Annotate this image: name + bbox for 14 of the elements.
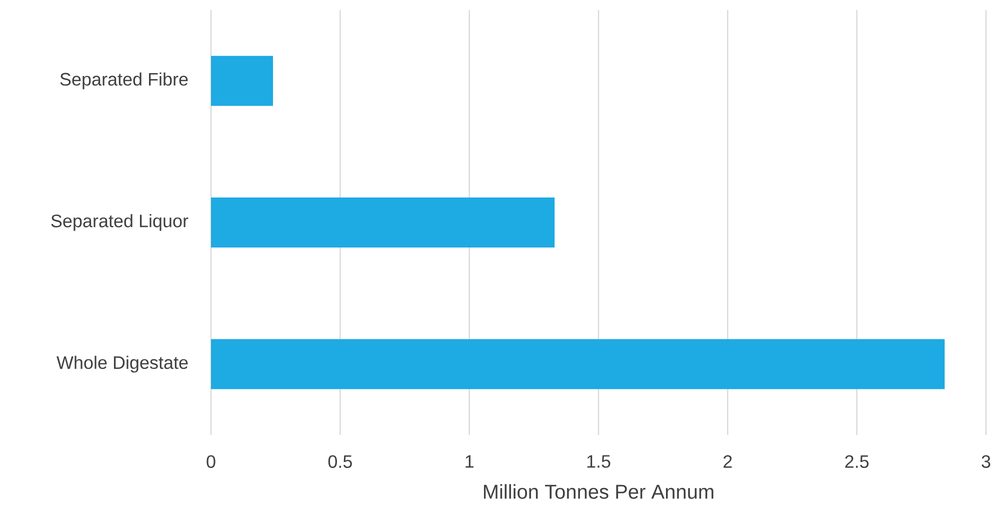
x-tick-label: 1 — [466, 455, 474, 468]
bar — [211, 56, 273, 106]
x-tick-label: 2 — [724, 455, 732, 468]
y-tick-label: Separated Fibre — [60, 72, 188, 90]
bar — [211, 339, 945, 390]
bar — [211, 198, 555, 248]
x-axis-title: Million Tonnes Per Annum — [484, 484, 714, 499]
x-tick-label: 0.5 — [328, 455, 352, 468]
x-tick-label: 1.5 — [587, 455, 610, 468]
y-tick-label: Whole Digestate — [56, 356, 188, 373]
x-tick-label: 2.5 — [845, 455, 869, 468]
x-tick-label: 0 — [206, 455, 216, 468]
y-tick-label: Separated Liquor — [51, 214, 188, 231]
x-tick-label: 3 — [982, 455, 990, 468]
